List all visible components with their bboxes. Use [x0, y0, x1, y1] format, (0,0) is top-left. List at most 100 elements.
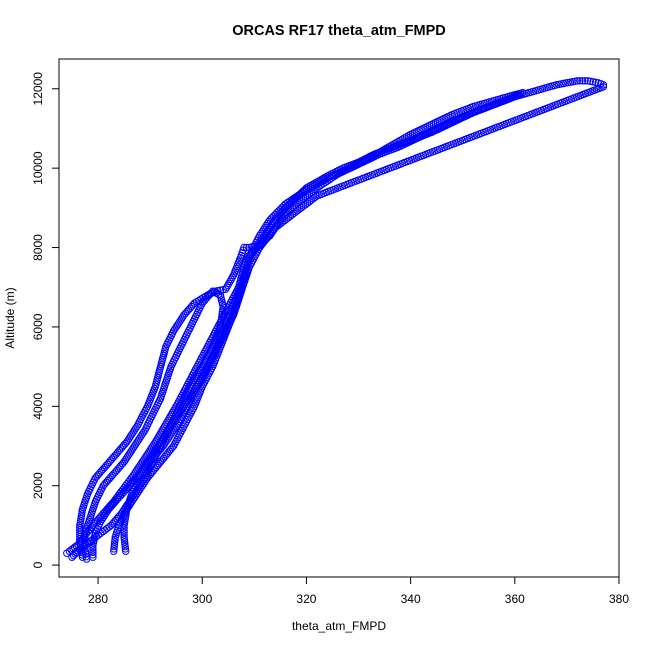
data-point — [134, 436, 143, 444]
data-point — [81, 548, 90, 556]
data-point — [110, 547, 118, 555]
data-point — [197, 364, 205, 373]
data-point — [218, 313, 226, 321]
data-point — [140, 476, 148, 484]
data-point — [578, 77, 587, 85]
y-axis-label: Altitude (m) — [3, 287, 17, 348]
data-point — [168, 444, 176, 452]
data-point — [263, 220, 272, 228]
data-point — [132, 488, 140, 496]
data-point — [89, 551, 97, 559]
data-point — [129, 428, 137, 436]
data-point — [137, 432, 145, 440]
x-axis-label: theta_atm_FMPD — [292, 619, 386, 633]
data-point — [219, 305, 227, 314]
data-point — [138, 430, 147, 438]
data-point — [576, 77, 584, 85]
y-tick-label: 4000 — [31, 393, 45, 420]
data-point — [197, 376, 205, 385]
y-tick-label: 2000 — [31, 472, 45, 499]
data-point — [125, 434, 134, 442]
data-point — [125, 497, 134, 506]
data-point — [262, 222, 270, 230]
data-point — [111, 538, 119, 546]
data-point — [133, 486, 141, 494]
data-point — [136, 482, 144, 490]
data-point — [259, 226, 268, 234]
data-point — [133, 438, 141, 446]
data-point — [124, 499, 132, 508]
data-point — [124, 452, 132, 460]
data-point — [180, 311, 188, 319]
data-point — [224, 281, 232, 289]
data-point — [190, 374, 199, 383]
data-point — [270, 226, 278, 234]
data-point — [121, 540, 129, 548]
data-point — [217, 318, 225, 326]
data-point — [82, 555, 91, 563]
data-point — [188, 378, 196, 387]
data-point — [133, 466, 141, 474]
data-point — [130, 426, 139, 434]
x-axis: 280 300 320 340 360 380 — [88, 576, 629, 606]
plot-frame — [58, 58, 620, 578]
data-point — [98, 515, 106, 524]
data-point — [172, 323, 180, 331]
data-point — [584, 77, 592, 85]
data-point — [128, 430, 136, 438]
y-tick-label: 8000 — [31, 234, 45, 261]
data-point — [126, 448, 135, 456]
x-tick-label: 340 — [401, 592, 421, 606]
data-point — [217, 315, 226, 324]
data-point — [250, 242, 259, 251]
data-point — [258, 228, 266, 236]
data-point — [222, 285, 230, 293]
data-point — [120, 533, 128, 541]
data-point — [257, 230, 265, 238]
data-point — [119, 507, 127, 516]
data-point — [110, 545, 118, 553]
data-point — [123, 454, 131, 462]
y-tick-label: 0 — [31, 561, 45, 568]
data-point — [253, 242, 261, 250]
data-point — [196, 378, 204, 387]
data-point — [111, 535, 119, 544]
data-point — [121, 503, 130, 512]
data-point — [581, 77, 589, 85]
data-point — [120, 531, 128, 539]
data-point — [216, 323, 225, 331]
data-point — [110, 542, 118, 551]
data-point — [271, 224, 279, 232]
data-point — [189, 376, 197, 385]
data-point — [217, 320, 225, 329]
data-point — [179, 313, 187, 321]
y-tick-label: 10000 — [31, 151, 45, 185]
chart-title: ORCAS RF17 theta_atm_FMPD — [232, 23, 446, 39]
data-point — [130, 489, 139, 498]
data-point — [573, 77, 581, 85]
data-point — [121, 542, 129, 551]
x-tick-label: 360 — [505, 592, 525, 606]
data-point — [591, 78, 600, 87]
data-point — [120, 528, 128, 537]
data-point — [176, 317, 184, 325]
data-point — [245, 243, 253, 252]
data-point — [274, 220, 282, 228]
data-point — [192, 372, 200, 381]
data-point — [102, 509, 110, 518]
data-point — [89, 548, 97, 557]
data-point — [248, 243, 256, 251]
data-point — [255, 231, 264, 240]
data-point — [589, 78, 597, 86]
data-point — [129, 491, 137, 500]
data-point — [276, 216, 285, 224]
y-tick-label: 12000 — [31, 72, 45, 106]
data-point — [173, 321, 182, 329]
data-point — [125, 450, 134, 458]
data-point — [77, 512, 86, 520]
data-point — [128, 446, 136, 454]
data-point — [101, 480, 109, 488]
data-point — [130, 442, 139, 450]
y-axis: 0 2000 4000 6000 8000 10000 12000 — [31, 72, 60, 568]
